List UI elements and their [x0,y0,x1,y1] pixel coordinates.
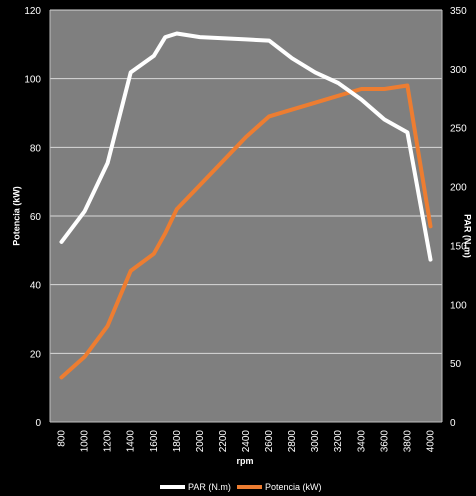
y-left-tick-label: 40 [30,281,42,292]
y-left-tick-label: 20 [30,349,42,360]
x-tick-label: 1200 [103,430,114,453]
legend-label-par: PAR (N.m) [188,482,231,492]
x-tick-label: 1000 [80,430,91,453]
x-tick-label: 1400 [126,430,137,453]
series-line-potencia [59,83,433,380]
y-right-tick-label: 0 [450,418,456,429]
y-right-tick-label: 150 [450,241,467,252]
y-left-tick-label: 80 [30,143,42,154]
x-tick-label: 800 [57,430,68,447]
y-axis-right-title: PAR (N.m) [463,214,473,258]
y-right-tick-label: 250 [450,124,467,135]
x-tick-label: 1800 [172,430,183,453]
y-left-tick-label: 120 [24,6,41,17]
y-left-tick-label: 60 [30,212,42,223]
gridlines [49,9,443,423]
y-right-tick-label: 50 [450,359,462,370]
x-tick-label: 2400 [241,430,252,453]
x-tick-label: 3600 [379,430,390,453]
x-tick-label: 2200 [218,430,229,453]
x-axis-title: rpm [236,456,253,466]
x-tick-label: 3200 [333,430,344,453]
x-tick-label: 3800 [402,430,413,453]
legend-label-potencia: Potencia (kW) [265,482,322,492]
series-line-par [59,31,433,262]
y-left-tick-label: 0 [35,418,41,429]
x-tick-label: 2000 [195,430,206,453]
legend: PAR (N.m) Potencia (kW) [160,482,322,492]
series-lines [59,31,433,380]
x-tick-label: 2600 [264,430,275,453]
y-right-tick-label: 300 [450,65,467,76]
y-right-tick-label: 100 [450,300,467,311]
y-right-tick-label: 350 [450,6,467,17]
x-tick-label: 2800 [287,430,298,453]
x-tick-label: 3000 [310,430,321,453]
x-tick-label: 1600 [149,430,160,453]
y-right-tick-label: 200 [450,183,467,194]
y-axis-left-title: Potencia (kW) [11,186,21,246]
y-left-tick-label: 100 [24,75,41,86]
x-tick-label: 3400 [356,430,367,453]
x-tick-label: 4000 [425,430,436,453]
